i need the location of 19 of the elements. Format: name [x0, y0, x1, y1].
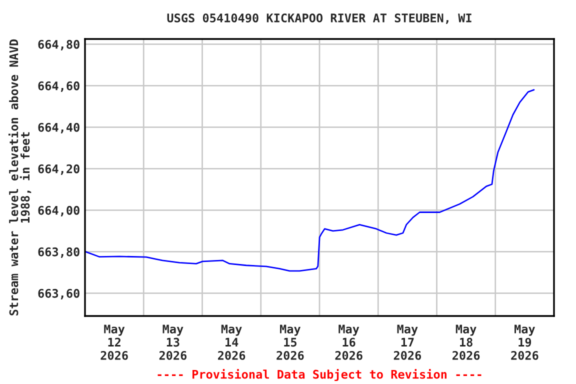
- x-tick-label: May 12 2026: [100, 324, 128, 360]
- y-tick-label: 663,80: [38, 247, 80, 258]
- x-tick-label: May 13 2026: [159, 324, 187, 360]
- y-tick-label: 664,20: [38, 164, 80, 175]
- x-tick-label: May 18 2026: [452, 324, 480, 360]
- y-axis-title: Stream water level elevation above NAVD 1988, in feet: [8, 39, 32, 316]
- line-series: [85, 89, 535, 272]
- y-tick-label: 664,40: [38, 122, 80, 134]
- chart-title: USGS 05410490 KICKAPOO RIVER AT STEUBEN, WI: [167, 13, 472, 24]
- x-tick-label: May 16 2026: [335, 324, 362, 360]
- x-tick-label: May 14 2026: [218, 324, 246, 360]
- x-tick-label: May 15 2026: [276, 324, 304, 360]
- y-tick-label: 664,80: [38, 40, 80, 50]
- text: ---- Provisional Data Subject to Revision ----: [158, 368, 482, 382]
- x-tick-label: May 19 2026: [511, 324, 538, 360]
- x-tick-label: May 17 2026: [394, 324, 422, 360]
- y-tick-label: 663,60: [38, 288, 80, 300]
- y-tick-label: 664,60: [38, 81, 80, 92]
- y-tick-label: 664,00: [38, 206, 80, 216]
